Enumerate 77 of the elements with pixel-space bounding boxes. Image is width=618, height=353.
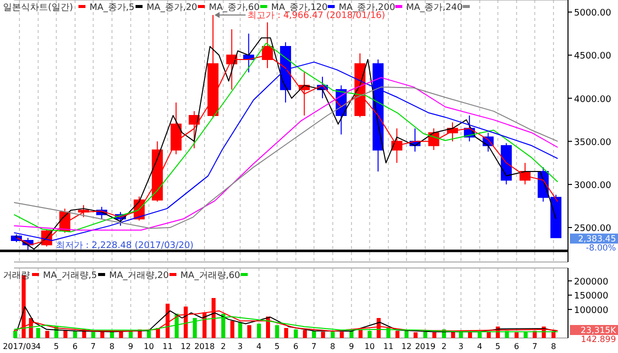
candlestick bbox=[550, 194, 562, 238]
bar bbox=[45, 330, 50, 338]
y-tick-label: 3500.00 bbox=[574, 138, 612, 148]
x-tick-label: 10 bbox=[364, 342, 375, 351]
line-series bbox=[16, 306, 556, 332]
text: -8.00% bbox=[586, 244, 616, 254]
x-tick-label: 2018 bbox=[194, 342, 215, 351]
x-tick-label: 7 bbox=[311, 342, 317, 351]
bar bbox=[414, 332, 418, 338]
legend-label: 일본식차트(일간) bbox=[3, 3, 74, 13]
x-tick-label: 5 bbox=[274, 342, 280, 351]
legend-label: MA_종가,200 bbox=[338, 3, 396, 13]
bar bbox=[256, 324, 261, 338]
bar bbox=[230, 320, 234, 338]
x-tick-label: 2019 bbox=[415, 342, 436, 351]
legend-label: MA_거래량,20 bbox=[109, 271, 170, 281]
x-tick-label: 9 bbox=[128, 342, 134, 351]
x-tick-label: 7 bbox=[532, 342, 538, 351]
x-tick-label: 2 bbox=[441, 342, 447, 351]
legend-label: MA_종가,120 bbox=[271, 3, 328, 13]
annotation: 최저가 : 2,228.48 (2017/03/20) bbox=[56, 240, 194, 251]
candlestick bbox=[243, 33, 254, 73]
bar bbox=[312, 330, 316, 338]
bar bbox=[275, 325, 280, 338]
x-tick-label: 11 bbox=[162, 342, 173, 351]
text: 23,315K bbox=[580, 326, 616, 336]
x-tick-label: 9 bbox=[348, 342, 354, 351]
candlestick bbox=[500, 142, 512, 185]
bar bbox=[73, 330, 78, 338]
x-tick-label: 3 bbox=[458, 342, 464, 351]
candlestick bbox=[170, 102, 182, 155]
candlestick bbox=[391, 128, 402, 164]
x-tick-label: 8 bbox=[330, 342, 336, 351]
x-tick-label: 4 bbox=[36, 342, 41, 351]
y-tick-label: 3000.00 bbox=[574, 180, 612, 191]
x-tick-label: 4 bbox=[477, 342, 482, 351]
legend-label: MA_종가,60 bbox=[208, 3, 260, 13]
y-tick-label: 200000 bbox=[574, 277, 609, 288]
text: 142.899 bbox=[580, 335, 616, 345]
bar bbox=[238, 322, 242, 338]
x-tick-label: 8 bbox=[109, 342, 115, 351]
bar bbox=[247, 325, 252, 338]
x-tick-label: 3 bbox=[238, 342, 243, 351]
y-tick-label: 2500.00 bbox=[574, 224, 612, 234]
bar bbox=[284, 328, 288, 338]
x-tick-label: 2017/03 bbox=[2, 342, 36, 351]
x-tick-label: 6 bbox=[72, 342, 78, 351]
y-tick-label: 4500.00 bbox=[574, 52, 612, 62]
x-tick-label: 10 bbox=[144, 342, 154, 351]
bar bbox=[294, 329, 298, 338]
annotation: 2,383.45 bbox=[578, 234, 616, 245]
legend-label: MA_종가,20 bbox=[146, 3, 198, 13]
y-tick-label: 5000.00 bbox=[574, 8, 612, 19]
legend-label: MA_종가,5 bbox=[89, 3, 134, 13]
candlestick bbox=[152, 140, 163, 202]
legend-label: MA_거래량,60 bbox=[180, 271, 240, 281]
legend-label: MA_종가,240 bbox=[406, 3, 463, 13]
x-tick-label: 5 bbox=[495, 342, 500, 351]
candlestick bbox=[188, 110, 200, 149]
y-tick-label: 150000 bbox=[574, 292, 609, 302]
x-tick-label: 5 bbox=[54, 342, 59, 351]
legend-label: 거래량 bbox=[3, 271, 30, 281]
legend-label: MA_거래량,5 bbox=[43, 271, 98, 281]
bar bbox=[514, 332, 519, 338]
x-tick-label: 6 bbox=[514, 342, 520, 351]
x-tick-label: 12 bbox=[180, 342, 191, 351]
annotation: 최고가 : 4,966.47 (2018/01/16) bbox=[248, 10, 386, 21]
x-tick-label: 2 bbox=[220, 342, 226, 351]
bar bbox=[432, 332, 436, 338]
x-tick-label: 8 bbox=[550, 342, 556, 351]
x-tick-label: 6 bbox=[293, 342, 298, 351]
y-tick-label: 4000.00 bbox=[574, 94, 612, 105]
x-tick-label: 4 bbox=[256, 342, 262, 351]
x-tick-label: 7 bbox=[90, 342, 96, 351]
y-tick-label: 100000 bbox=[574, 306, 609, 316]
x-tick-label: 12 bbox=[401, 342, 412, 351]
x-tick-label: 11 bbox=[383, 342, 394, 351]
